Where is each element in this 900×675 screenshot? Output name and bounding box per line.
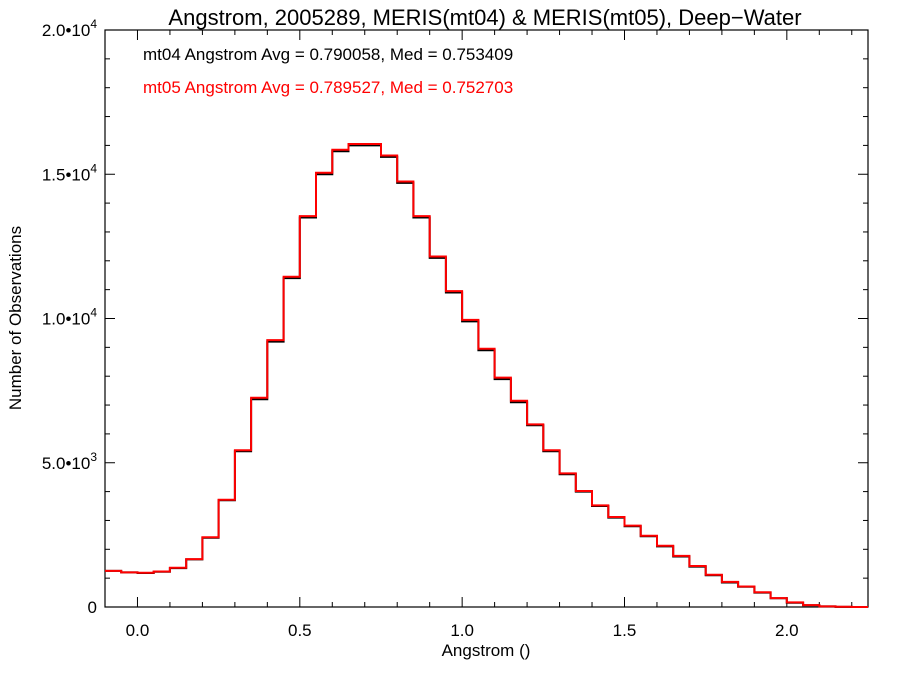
- y-tick-label: 5.0•103: [42, 450, 98, 473]
- x-tick-label: 0.5: [288, 621, 312, 640]
- series-line-mt05: [105, 143, 868, 608]
- x-axis-label: Angstrom (): [442, 641, 531, 660]
- axis-ticks: 0.0 0.5 1.0 1.5 2.0 0 5.0•103 1.0•104 1.5•104 2.0…: [42, 17, 868, 640]
- series-layer: [105, 143, 868, 608]
- mt04-stats-annotation: mt04 Angstrom Avg = 0.790058, Med = 0.75…: [143, 45, 513, 64]
- mt05-stats-annotation: mt05 Angstrom Avg = 0.789527, Med = 0.75…: [143, 78, 513, 97]
- y-axis-label: Number of Observations: [6, 226, 25, 410]
- x-tick-label: 1.0: [450, 621, 474, 640]
- y-tick-label: 1.0•104: [42, 306, 98, 329]
- x-tick-label: 0.0: [126, 621, 150, 640]
- chart-title: Angstrom, 2005289, MERIS(mt04) & MERIS(m…: [168, 5, 801, 30]
- x-tick-label: 2.0: [775, 621, 799, 640]
- y-tick-label: 1.5•104: [42, 161, 98, 184]
- x-tick-label: 1.5: [613, 621, 637, 640]
- y-tick-label: 2.0•104: [42, 17, 98, 40]
- y-tick-label: 0: [88, 598, 97, 617]
